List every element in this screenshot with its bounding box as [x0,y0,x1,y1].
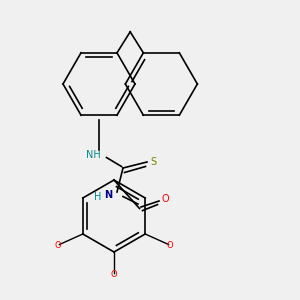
Text: O: O [162,194,169,205]
Text: S: S [150,157,156,167]
Text: H: H [94,191,101,202]
Text: NH: NH [85,149,100,160]
Text: O: O [55,241,62,250]
Text: O: O [111,270,117,279]
Text: N: N [104,190,112,200]
Text: O: O [167,241,173,250]
